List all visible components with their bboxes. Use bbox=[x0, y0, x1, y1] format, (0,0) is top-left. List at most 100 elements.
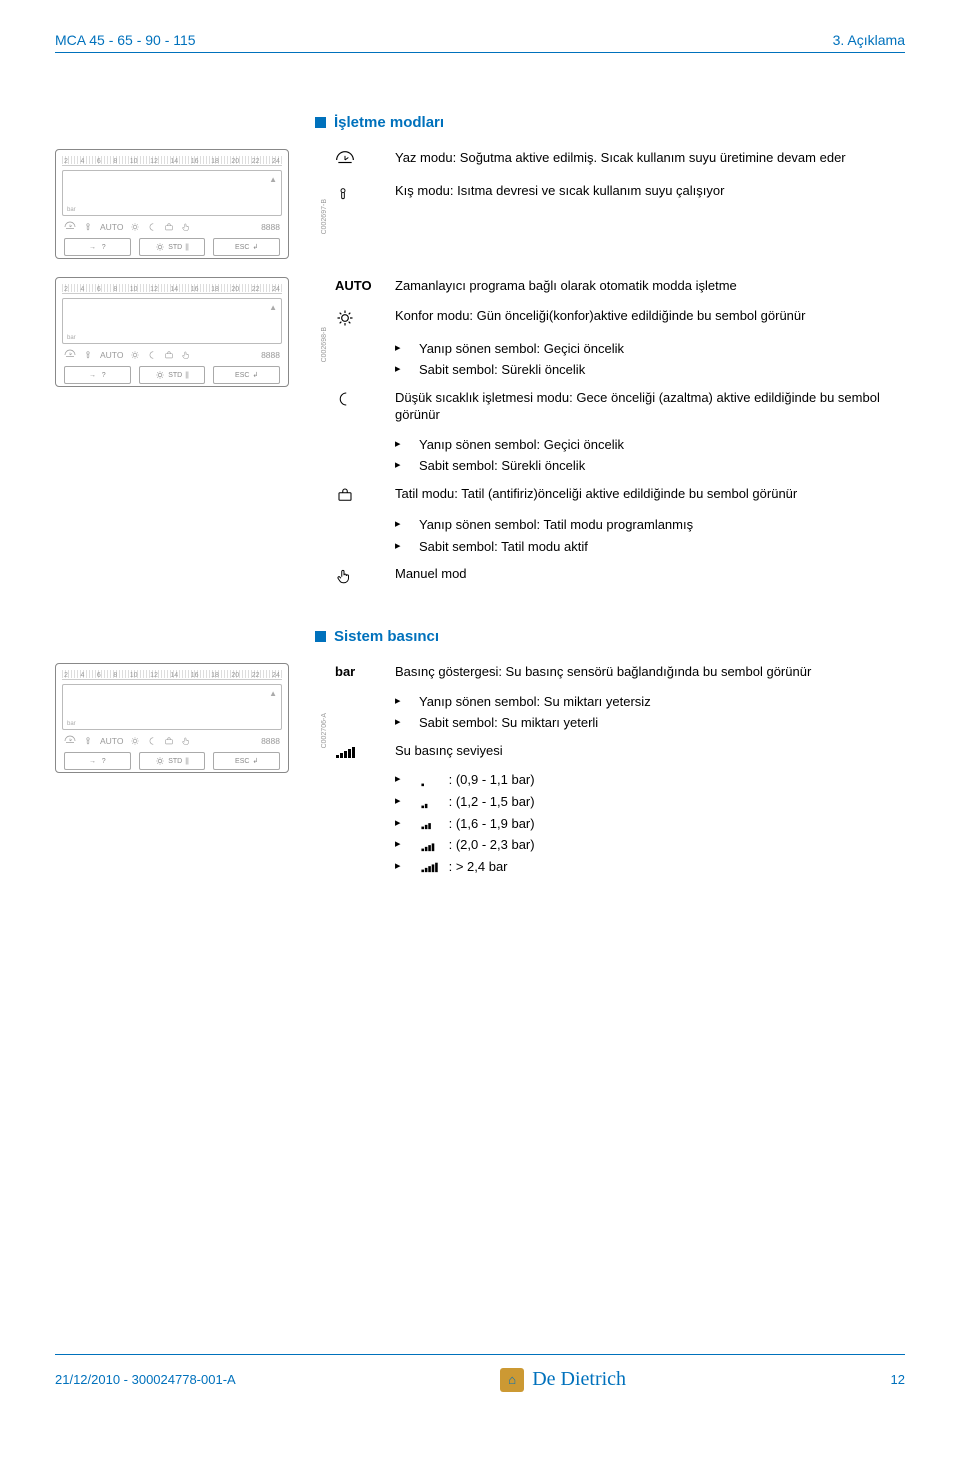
moon-icon bbox=[147, 350, 157, 360]
reduced-mode-text: Düşük sıcaklık işletmesi modu: Gece önce… bbox=[395, 389, 905, 424]
bar-symbol: bar bbox=[335, 663, 379, 681]
level-5-icon bbox=[419, 861, 441, 873]
pressure-levels-sublist: ▸ : (0,9 - 1,1 bar) ▸ : (1,2 - 1,5 bar) … bbox=[395, 771, 905, 875]
level-1-icon bbox=[419, 775, 441, 787]
hand-icon bbox=[181, 350, 191, 360]
level-bars-icon bbox=[335, 742, 379, 760]
panel-std-label: STD bbox=[168, 758, 182, 765]
bullet-triangle-icon: ▸ bbox=[395, 714, 409, 732]
panel-button-std[interactable]: STD || bbox=[139, 366, 206, 384]
footer-brand-text: De Dietrich bbox=[532, 1368, 626, 1391]
summer-icon bbox=[64, 349, 76, 361]
time-ruler: 24681012141618202224 bbox=[62, 156, 282, 166]
hand-icon bbox=[181, 222, 191, 232]
moon-icon bbox=[147, 222, 157, 232]
bullet-triangle-icon: ▸ bbox=[395, 516, 409, 534]
pressure-level-2: : (1,2 - 1,5 bar) bbox=[419, 793, 535, 811]
panel-button-std[interactable]: STD || bbox=[139, 238, 206, 256]
panel-button-left[interactable]: → ? bbox=[64, 238, 131, 256]
header-left: MCA 45 - 65 - 90 - 115 bbox=[55, 32, 196, 48]
manual-mode-icon bbox=[335, 565, 379, 586]
lcd-arrow-icon: ▲ bbox=[269, 175, 277, 184]
panel-esc-label: ESC bbox=[235, 758, 249, 765]
panel-digits: 8888 bbox=[261, 222, 280, 232]
sun-icon bbox=[130, 222, 140, 232]
sun-icon bbox=[130, 350, 140, 360]
panel-auto-label: AUTO bbox=[100, 736, 123, 746]
panel-std-label: STD bbox=[168, 372, 182, 379]
lcd-bar-label: bar bbox=[67, 207, 76, 213]
bullet-triangle-icon: ▸ bbox=[395, 340, 409, 358]
comfort-mode-icon bbox=[335, 307, 379, 328]
summer-icon bbox=[64, 221, 76, 233]
time-ruler: 24681012141618202224 bbox=[62, 670, 282, 680]
bullet-triangle-icon: ▸ bbox=[395, 793, 409, 811]
panel-digits: 8888 bbox=[261, 350, 280, 360]
case-icon bbox=[164, 350, 174, 360]
panel-button-left[interactable]: → ? bbox=[64, 366, 131, 384]
sub-blink-holiday: Yanıp sönen sembol: Tatil modu programla… bbox=[419, 516, 693, 534]
sub-blink-temp: Yanıp sönen sembol: Geçici öncelik bbox=[419, 340, 624, 358]
holiday-mode-icon bbox=[335, 485, 379, 504]
level-2-icon bbox=[419, 797, 441, 809]
bullet-square-icon bbox=[315, 631, 326, 642]
level-4-icon bbox=[419, 840, 441, 852]
panel-esc-label: ESC bbox=[235, 372, 249, 379]
sun-icon bbox=[155, 756, 165, 766]
panel-button-row: → ? STD || ESC ↲ bbox=[62, 364, 282, 386]
panel-button-row: → ? STD || ESC ↲ bbox=[62, 750, 282, 772]
pressure-level-5: : > 2,4 bar bbox=[419, 858, 508, 876]
moon-icon bbox=[147, 736, 157, 746]
bullet-triangle-icon: ▸ bbox=[395, 436, 409, 454]
panel-auto-label: AUTO bbox=[100, 350, 123, 360]
panel-button-left[interactable]: → ? bbox=[64, 752, 131, 770]
panel-button-esc[interactable]: ESC ↲ bbox=[213, 366, 280, 384]
winter-icon bbox=[83, 221, 93, 233]
pressure-level-4: : (2,0 - 2,3 bar) bbox=[419, 836, 535, 854]
summer-mode-text: Yaz modu: Soğutma aktive edilmiş. Sıcak … bbox=[395, 149, 905, 170]
panel-std-label: STD bbox=[168, 244, 182, 251]
bullet-triangle-icon: ▸ bbox=[395, 538, 409, 556]
footer-brand: ⌂ De Dietrich bbox=[500, 1368, 626, 1392]
comfort-mode-text: Konfor modu: Gün önceliği(konfor)aktive … bbox=[395, 307, 905, 328]
lcd-panel: 24681012141618202224 bar ▲ AUTO 8888 bbox=[55, 663, 289, 773]
level-label: Su basınç seviyesi bbox=[395, 742, 905, 760]
panel-status-row: AUTO 8888 bbox=[62, 734, 282, 748]
footer-left: 21/12/2010 - 300024778-001-A bbox=[55, 1372, 236, 1387]
bullet-triangle-icon: ▸ bbox=[395, 815, 409, 833]
panel-esc-label: ESC bbox=[235, 244, 249, 251]
bar-text: Basınç göstergesi: Su basınç sensörü bağ… bbox=[395, 663, 905, 681]
holiday-mode-text: Tatil modu: Tatil (antifiriz)önceliği ak… bbox=[395, 485, 905, 504]
panel-status-row: AUTO 8888 bbox=[62, 220, 282, 234]
case-icon bbox=[164, 736, 174, 746]
pressure-level-3: : (1,6 - 1,9 bar) bbox=[419, 815, 535, 833]
summer-mode-icon bbox=[335, 149, 379, 170]
pressure-level-1: : (0,9 - 1,1 bar) bbox=[419, 771, 535, 789]
level-3-icon bbox=[419, 818, 441, 830]
lcd-bar-label: bar bbox=[67, 335, 76, 341]
lcd-screen: bar ▲ bbox=[62, 684, 282, 730]
lcd-screen: bar ▲ bbox=[62, 170, 282, 216]
sun-icon bbox=[130, 736, 140, 746]
panel-button-esc[interactable]: ESC ↲ bbox=[213, 238, 280, 256]
summer-icon bbox=[64, 735, 76, 747]
brand-logo-icon: ⌂ bbox=[500, 1368, 524, 1392]
winter-mode-icon bbox=[335, 182, 379, 205]
panel-button-esc[interactable]: ESC ↲ bbox=[213, 752, 280, 770]
page-footer: 21/12/2010 - 300024778-001-A ⌂ De Dietri… bbox=[55, 1354, 905, 1398]
sun-icon bbox=[155, 370, 165, 380]
reduced-sublist: ▸Yanıp sönen sembol: Geçici öncelik ▸Sab… bbox=[395, 436, 905, 475]
sub-solid-ok: Sabit sembol: Su miktarı yeterli bbox=[419, 714, 598, 732]
sun-icon bbox=[155, 242, 165, 252]
lcd-panel: 24681012141618202224 bar ▲ AUTO 8888 bbox=[55, 149, 289, 259]
winter-icon bbox=[83, 735, 93, 747]
case-icon bbox=[164, 222, 174, 232]
bullet-square-icon bbox=[315, 117, 326, 128]
section-title-modes: İşletme modları bbox=[315, 114, 905, 131]
section-title-pressure-text: Sistem basıncı bbox=[334, 628, 439, 645]
comfort-sublist: ▸Yanıp sönen sembol: Geçici öncelik ▸Sab… bbox=[395, 340, 905, 379]
auto-mode-text: Zamanlayıcı programa bağlı olarak otomat… bbox=[395, 277, 905, 295]
panel-button-std[interactable]: STD || bbox=[139, 752, 206, 770]
sub-blink-temp: Yanıp sönen sembol: Geçici öncelik bbox=[419, 436, 624, 454]
panel-digits: 8888 bbox=[261, 736, 280, 746]
